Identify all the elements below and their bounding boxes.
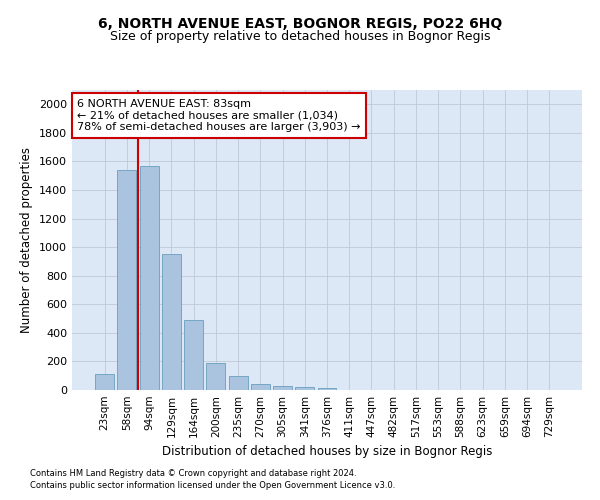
Bar	[317, 388, 337, 390]
Text: Size of property relative to detached houses in Bognor Regis: Size of property relative to detached ho…	[110, 30, 490, 43]
X-axis label: Distribution of detached houses by size in Bognor Regis: Distribution of detached houses by size …	[162, 446, 492, 458]
Bar	[95, 374, 114, 390]
Text: Contains HM Land Registry data © Crown copyright and database right 2024.: Contains HM Land Registry data © Crown c…	[30, 468, 356, 477]
Y-axis label: Number of detached properties: Number of detached properties	[20, 147, 34, 333]
Bar	[118, 170, 136, 390]
Bar	[295, 387, 314, 390]
Text: 6 NORTH AVENUE EAST: 83sqm
← 21% of detached houses are smaller (1,034)
78% of s: 6 NORTH AVENUE EAST: 83sqm ← 21% of deta…	[77, 99, 361, 132]
Bar	[162, 254, 181, 390]
Bar	[206, 363, 225, 390]
Text: Contains public sector information licensed under the Open Government Licence v3: Contains public sector information licen…	[30, 481, 395, 490]
Bar	[140, 166, 158, 390]
Bar	[229, 376, 248, 390]
Bar	[251, 384, 270, 390]
Bar	[273, 386, 292, 390]
Text: 6, NORTH AVENUE EAST, BOGNOR REGIS, PO22 6HQ: 6, NORTH AVENUE EAST, BOGNOR REGIS, PO22…	[98, 18, 502, 32]
Bar	[184, 320, 203, 390]
